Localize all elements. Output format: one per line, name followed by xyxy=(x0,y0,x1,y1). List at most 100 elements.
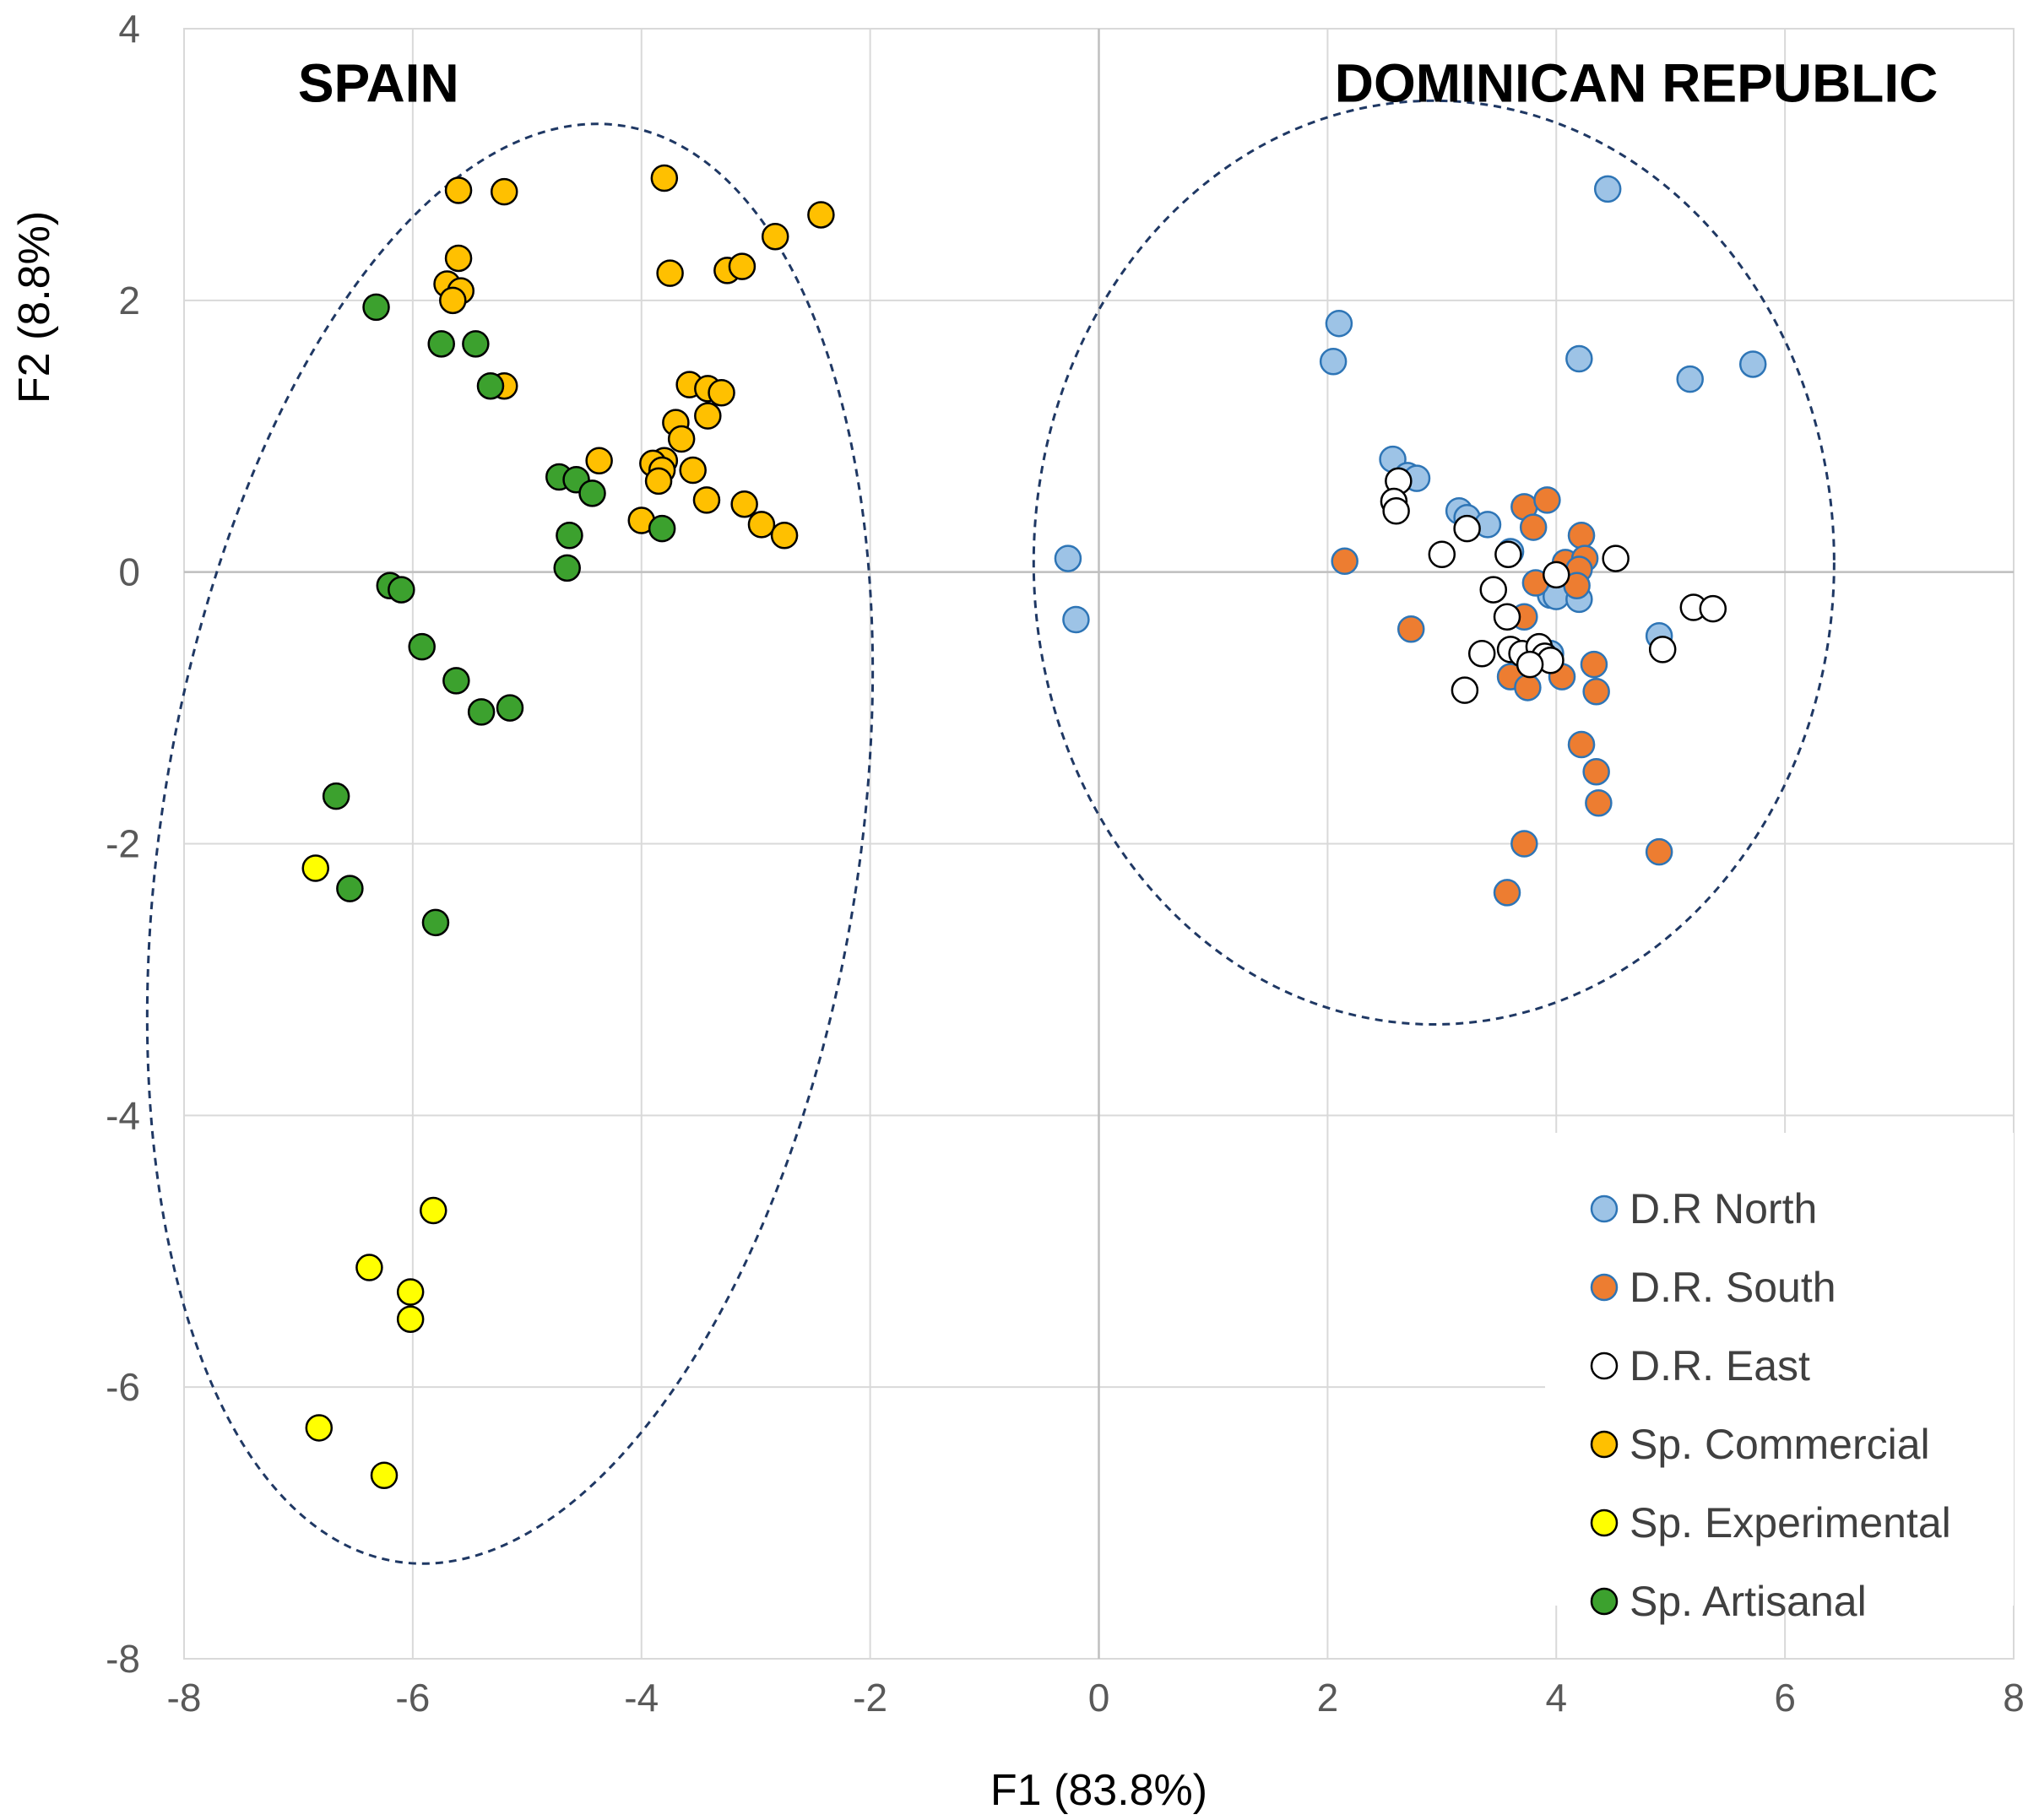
point-sp-experimental xyxy=(355,1254,383,1281)
point-sp-commercial xyxy=(761,222,789,251)
point-d-r-south xyxy=(1493,879,1521,907)
point-sp-commercial xyxy=(444,244,473,273)
point-sp-commercial xyxy=(679,456,707,485)
point-sp-commercial xyxy=(747,511,776,539)
point-sp-commercial xyxy=(730,490,758,518)
point-sp-commercial xyxy=(650,164,679,192)
point-sp-experimental xyxy=(396,1278,425,1306)
point-d-r-east xyxy=(1516,650,1544,679)
x-axis-title: F1 (83.8%) xyxy=(990,1766,1207,1815)
point-sp-artisanal xyxy=(648,514,676,543)
point-d-r-north xyxy=(1676,365,1704,393)
x-tick-label: -8 xyxy=(167,1676,202,1720)
point-d-r-north xyxy=(1565,344,1593,373)
point-sp-artisanal xyxy=(553,554,581,582)
legend-marker-sp-experimental xyxy=(1590,1509,1619,1537)
point-d-r-south xyxy=(1645,837,1673,866)
point-sp-commercial xyxy=(708,379,735,407)
point-sp-artisanal xyxy=(421,908,450,937)
point-d-r-south xyxy=(1519,513,1548,541)
point-d-r-north xyxy=(1325,309,1353,338)
point-d-r-south xyxy=(1585,788,1613,817)
point-sp-commercial xyxy=(444,176,473,204)
point-sp-artisanal xyxy=(462,330,490,358)
point-sp-commercial xyxy=(807,201,835,229)
point-d-r-south xyxy=(1510,830,1538,858)
legend: D.R North D.R. South D.R. East Sp. Commerci… xyxy=(1545,1133,2014,1625)
axes xyxy=(184,29,2014,1659)
y-tick-label: 2 xyxy=(118,279,140,322)
point-sp-commercial xyxy=(439,286,467,315)
point-d-r-north xyxy=(1062,605,1090,634)
point-d-r-south xyxy=(1582,678,1610,706)
point-d-r-east xyxy=(1479,576,1508,604)
legend-label-sp-artisanal: Sp. Artisanal xyxy=(1630,1578,1867,1625)
legend-label-d-r-east: D.R. East xyxy=(1630,1342,1810,1389)
point-sp-artisanal xyxy=(476,371,505,400)
x-tick-label: -4 xyxy=(624,1676,659,1720)
point-sp-commercial xyxy=(490,177,518,206)
point-sp-artisanal xyxy=(362,293,390,322)
legend-marker-sp-commercial xyxy=(1590,1430,1619,1459)
x-tick-label: 0 xyxy=(1088,1676,1110,1720)
legend-marker-d-r-south xyxy=(1590,1273,1619,1302)
dominican-republic-label: DOMINICAN REPUBLIC xyxy=(1335,52,1939,113)
point-d-r-east xyxy=(1493,603,1521,631)
y-axis-title: F2 (8.8%) xyxy=(10,211,59,404)
point-sp-artisanal xyxy=(467,698,496,726)
legend-label-sp-commercial: Sp. Commercial xyxy=(1630,1421,1930,1468)
point-sp-commercial xyxy=(692,486,721,514)
legend-marker-d-r-east xyxy=(1590,1351,1619,1380)
point-d-r-south xyxy=(1580,650,1608,679)
x-tick-label: 2 xyxy=(1317,1676,1339,1720)
tick-labels: -8 -6 -4 -2 0 2 4 6 8 -8 -6 -4 -2 0 2 4 xyxy=(106,7,2025,1720)
y-tick-label: 0 xyxy=(118,550,140,594)
point-d-r-south xyxy=(1582,757,1610,786)
point-sp-artisanal xyxy=(556,521,583,550)
x-tick-label: -6 xyxy=(395,1676,430,1720)
point-d-r-east xyxy=(1494,540,1522,568)
x-tick-label: 8 xyxy=(2003,1676,2025,1720)
point-sp-commercial xyxy=(656,259,684,287)
x-tick-label: 6 xyxy=(1774,1676,1796,1720)
legend-label-sp-experimental: Sp. Experimental xyxy=(1630,1499,1951,1546)
point-sp-commercial xyxy=(694,402,722,430)
point-d-r-east xyxy=(1467,639,1496,668)
dominican-republic-group-ellipse xyxy=(1032,99,1836,1026)
point-d-r-east xyxy=(1602,544,1630,572)
y-tick-label: -2 xyxy=(106,822,140,866)
point-sp-experimental xyxy=(305,1414,334,1442)
point-d-r-south xyxy=(1331,547,1358,576)
point-sp-artisanal xyxy=(388,576,415,604)
point-d-r-north xyxy=(1738,350,1767,378)
point-sp-artisanal xyxy=(336,875,364,902)
point-d-r-east xyxy=(1428,540,1456,568)
point-d-r-east xyxy=(1699,594,1727,623)
y-tick-label: -8 xyxy=(106,1637,140,1681)
point-sp-artisanal xyxy=(496,694,524,722)
point-sp-experimental xyxy=(301,854,330,882)
legend-background xyxy=(1545,1133,2014,1606)
x-tick-label: -2 xyxy=(853,1676,887,1720)
point-d-r-north xyxy=(1593,175,1622,203)
point-d-r-south xyxy=(1396,615,1425,643)
point-sp-experimental xyxy=(420,1196,447,1225)
point-sp-commercial xyxy=(770,521,799,550)
point-sp-experimental xyxy=(370,1461,399,1490)
point-d-r-east xyxy=(1453,514,1481,543)
point-sp-commercial xyxy=(644,467,673,496)
data-points xyxy=(301,164,1767,1490)
point-sp-artisanal xyxy=(408,632,436,661)
point-sp-artisanal xyxy=(322,782,350,810)
point-sp-commercial xyxy=(728,252,756,280)
point-d-r-east xyxy=(1382,497,1410,525)
point-sp-commercial xyxy=(667,425,696,453)
series-sp-commercial xyxy=(433,164,835,550)
series-d-r-east xyxy=(1380,467,1727,704)
spain-label: SPAIN xyxy=(298,52,459,113)
legend-marker-sp-artisanal xyxy=(1590,1587,1619,1616)
point-d-r-south xyxy=(1567,730,1596,759)
series-sp-experimental xyxy=(301,854,447,1490)
legend-marker-d-r-north xyxy=(1590,1194,1619,1223)
